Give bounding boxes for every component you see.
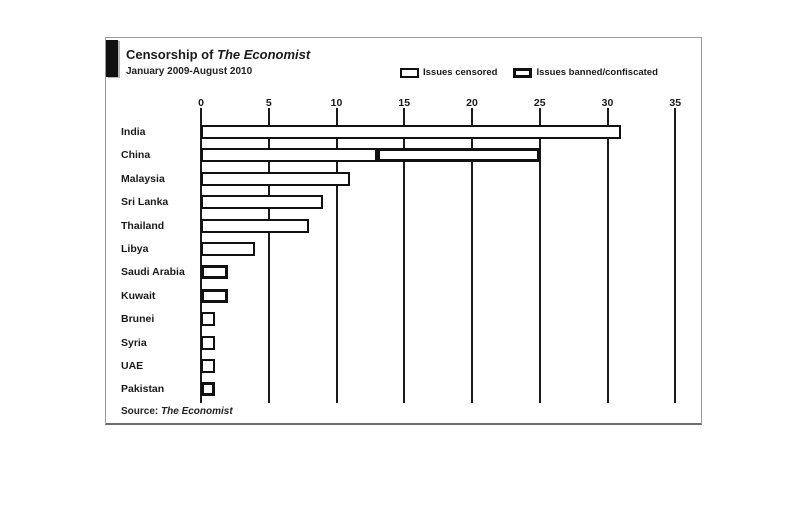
category-label: Malaysia (121, 172, 165, 185)
legend-label-censored: Issues censored (423, 67, 498, 78)
bar-segment-banned (201, 288, 229, 303)
axis-tick-label: 20 (466, 97, 478, 109)
bar-segment-censored (201, 195, 323, 210)
source-note: Source: The Economist (121, 406, 233, 417)
bar-segment-censored (201, 171, 351, 186)
plot-area: 0 5 10 15 20 25 30 35 India China Malaysia Sri Lank… (106, 38, 703, 426)
chart-subtitle: January 2009-August 2010 (126, 66, 253, 77)
axis-tick-label: 15 (398, 97, 411, 109)
axis-tick-label: 25 (533, 97, 546, 109)
bar-segment-censored (201, 218, 310, 233)
source-publication: The Economist (161, 406, 233, 417)
chart-title: Censorship of The Economist (126, 47, 310, 62)
legend-swatch-banned-icon (513, 67, 533, 78)
bar-segment-censored (201, 125, 622, 139)
axis-tick-label: 0 (198, 97, 204, 109)
economist-tab-mark (106, 40, 118, 77)
category-label: Kuwait (121, 289, 156, 302)
category-label: India (121, 126, 146, 138)
category-label: Sri Lanka (121, 196, 169, 209)
bar-segment-censored (201, 359, 215, 373)
source-prefix: Source: (121, 406, 162, 417)
bar-segment-banned (201, 382, 215, 397)
legend-label-banned: Issues banned/confiscated (536, 67, 658, 78)
gridline (403, 108, 406, 403)
axis-tick-label: 35 (669, 97, 682, 109)
gridline (335, 108, 338, 403)
axis-tick-label: 10 (330, 97, 343, 109)
legend-swatch-censored-icon (400, 67, 419, 78)
bar-segment-censored (201, 242, 256, 256)
bar-segment-censored (201, 312, 215, 327)
axis-tick-label: 30 (601, 97, 614, 109)
chart-legend: Issues censored Issues banned/confiscate… (400, 67, 658, 78)
bar-segment-censored (201, 148, 378, 163)
chart-title-publication: The Economist (217, 47, 311, 62)
legend-item-banned: Issues banned/confiscated (513, 67, 658, 78)
category-label: UAE (121, 360, 144, 372)
gridline (267, 108, 270, 403)
category-label: Libya (121, 243, 149, 255)
axis-tick-label: 5 (265, 97, 272, 109)
category-label: Thailand (121, 219, 165, 232)
gridline (471, 108, 473, 403)
category-label: Brunei (121, 313, 155, 326)
category-label: Saudi Arabia (121, 266, 185, 279)
category-label: Pakistan (121, 383, 165, 396)
legend-item-censored: Issues censored (400, 67, 497, 78)
gridline (606, 108, 609, 403)
category-label: China (121, 149, 151, 162)
gridline (674, 108, 677, 403)
category-label: Syria (121, 336, 147, 349)
chart-title-prefix: Censorship of (126, 47, 218, 62)
bar-segment-censored (201, 335, 215, 350)
chart-panel: Censorship of The Economist January 2009… (105, 37, 702, 425)
gridline (538, 108, 541, 403)
bar-segment-banned (377, 148, 540, 163)
bar-segment-banned (201, 265, 229, 280)
